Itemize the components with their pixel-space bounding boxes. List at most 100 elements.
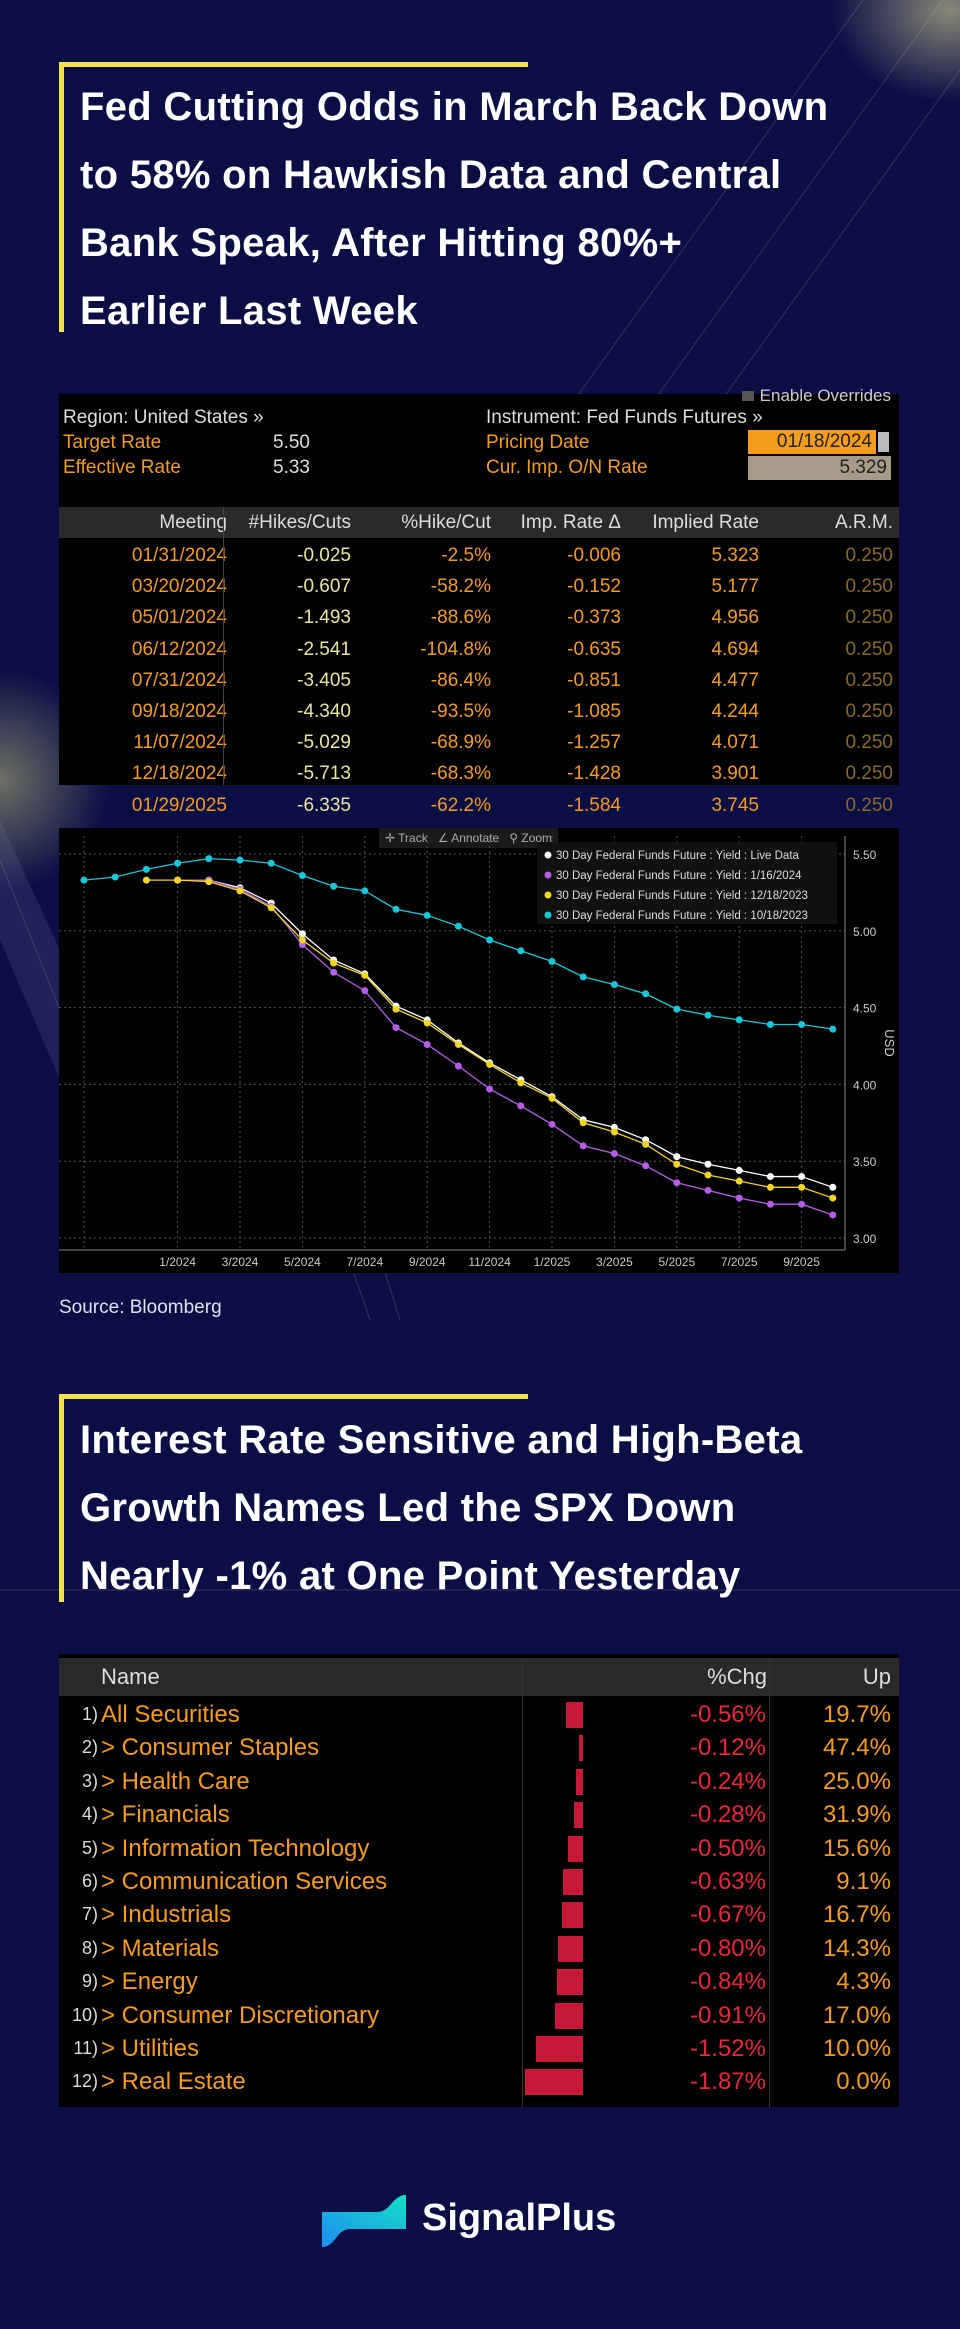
table-cell: 03/20/2024: [131, 576, 227, 598]
table-cell: -4.340: [297, 701, 351, 722]
data-point: [766, 1020, 774, 1028]
table-header: Name %Chg Up: [59, 1658, 899, 1696]
data-point: [829, 1194, 837, 1202]
data-point: [111, 873, 119, 881]
calendar-icon[interactable]: [878, 432, 889, 452]
data-point: [829, 1183, 837, 1191]
table-cell: -0.635: [567, 638, 621, 660]
column-header[interactable]: Meeting: [159, 512, 227, 533]
sector-row[interactable]: 7) > Industrials -0.67% 16.7%: [59, 1898, 899, 1931]
header-up[interactable]: Up: [862, 1664, 891, 1689]
change-bar: [579, 1735, 583, 1762]
chart-svg: 5.50 5.00 4.50 4.00 3.50 3.00 1/2024 3/2024 5/20…: [59, 836, 897, 1269]
instrument-selector[interactable]: Instrument: Fed Funds Futures »: [486, 407, 763, 428]
table-cell: -6.335: [297, 794, 351, 816]
sector-row[interactable]: 2) > Consumer Staples -0.12% 47.4%: [59, 1731, 899, 1764]
legend-marker: [544, 871, 552, 879]
x-tick-label: 9/2025: [783, 1255, 820, 1269]
data-point: [267, 859, 275, 867]
x-tick-label: 5/2024: [284, 1255, 321, 1269]
data-point: [579, 973, 587, 981]
header-name[interactable]: Name: [101, 1664, 160, 1689]
sector-row[interactable]: 1) All Securities -0.56% 19.7%: [59, 1698, 899, 1731]
sector-row[interactable]: 6) > Communication Services -0.63% 9.1%: [59, 1865, 899, 1898]
sector-row[interactable]: 11) > Utilities -1.52% 10.0%: [59, 2032, 899, 2065]
table-cell: 0.250: [845, 732, 893, 754]
table-cell: -1.257: [567, 732, 621, 754]
table-cell: 0.250: [845, 701, 893, 722]
data-point: [423, 911, 431, 919]
table-row: 06/12/2024 -2.541 -104.8% -0.635 4.694 0.250: [59, 634, 899, 665]
table-cell: -5.713: [297, 763, 351, 785]
table-cell: -68.3%: [430, 763, 491, 785]
legend: [537, 842, 837, 924]
column-header[interactable]: %Hike/Cut: [401, 512, 491, 533]
track-button[interactable]: ✛ Track: [385, 831, 428, 845]
title-line: Earlier Last Week: [80, 289, 418, 333]
column-header[interactable]: Imp. Rate Δ: [520, 512, 621, 533]
sector-name: > Utilities: [101, 2035, 200, 2062]
data-point: [517, 1102, 525, 1110]
change-bar: [535, 2036, 583, 2062]
change-value: -0.67%: [689, 1901, 766, 1929]
region-selector[interactable]: Region: United States »: [63, 407, 264, 428]
data-point: [236, 887, 244, 895]
data-point: [610, 1150, 618, 1158]
target-rate-value: 5.50: [273, 432, 310, 453]
y-tick-label: 4.00: [853, 1078, 877, 1092]
table-cell: 0.250: [845, 638, 893, 660]
data-point: [486, 1060, 494, 1068]
title-line: to 58% on Hawkish Data and Central: [80, 153, 782, 197]
source-note: Source: Bloomberg: [59, 1297, 222, 1318]
sector-row[interactable]: 3) > Health Care -0.24% 25.0%: [59, 1765, 899, 1798]
annotate-button[interactable]: ∠ Annotate: [437, 831, 500, 845]
pricing-date-input[interactable]: 01/18/2024: [748, 430, 876, 454]
legend-marker: [544, 851, 552, 859]
change-value: -1.87%: [689, 2068, 766, 2096]
data-point: [205, 878, 213, 886]
sector-row[interactable]: 9) > Energy -0.84% 4.3%: [59, 1965, 899, 1998]
legend-entry: 30 Day Federal Funds Future : Yield : Li…: [556, 850, 800, 862]
table-row: 09/18/2024 -4.340 -93.5% -1.085 4.244 0.250: [59, 696, 899, 727]
sector-name: > Health Care: [101, 1767, 250, 1795]
column-header[interactable]: A.R.M.: [834, 512, 893, 533]
sector-row[interactable]: 12) > Real Estate -1.87% 0.0%: [59, 2065, 899, 2098]
series-line: [177, 879, 834, 1188]
zoom-button[interactable]: ⚲ Zoom: [509, 831, 553, 845]
table-cell: -68.9%: [430, 732, 491, 754]
data-point: [298, 930, 306, 938]
sector-row[interactable]: 8) > Materials -0.80% 14.3%: [59, 1932, 899, 1965]
change-bar: [575, 1768, 583, 1795]
fed-funds-futures-chart: ✛ Track ∠ Annotate ⚲ Zoom 5.50 5.00 4.50 4.…: [59, 828, 899, 1273]
data-point: [392, 1005, 400, 1013]
data-point: [735, 1194, 743, 1202]
table-cell: 5.323: [711, 545, 759, 566]
title-line: Interest Rate Sensitive and High-Beta: [80, 1418, 803, 1462]
section-title-1: Fed Cutting Odds in March Back Down to 5…: [80, 73, 828, 345]
data-point: [766, 1200, 774, 1208]
table-cell: -2.5%: [441, 545, 491, 566]
table-cell: -0.006: [567, 545, 621, 566]
column-header[interactable]: Implied Rate: [652, 512, 759, 533]
table-cell: 5.177: [711, 576, 759, 598]
sector-row[interactable]: 5) > Information Technology -0.50% 15.6%: [59, 1832, 899, 1865]
enable-overrides-label: Enable Overrides: [759, 386, 891, 405]
data-point: [174, 859, 182, 867]
data-point: [392, 905, 400, 913]
table-cell: 4.956: [711, 607, 759, 629]
sector-row[interactable]: 4) > Financials -0.28% 31.9%: [59, 1798, 899, 1831]
sector-name: > Materials: [101, 1934, 220, 1962]
enable-overrides-checkbox[interactable]: Enable Overrides: [741, 386, 891, 406]
column-header[interactable]: #Hikes/Cuts: [248, 512, 351, 533]
row-number: 8): [81, 1937, 98, 1958]
data-point: [361, 987, 369, 995]
header-chg[interactable]: %Chg: [707, 1664, 767, 1689]
sector-name: > Consumer Staples: [101, 1734, 320, 1762]
sector-row[interactable]: 10) > Consumer Discretionary -0.91% 17.0%: [59, 1999, 899, 2032]
legend-entry: 30 Day Federal Funds Future : Yield : 12…: [556, 890, 808, 902]
data-point: [673, 1005, 681, 1013]
data-point: [236, 856, 244, 864]
data-point: [704, 1171, 712, 1179]
table-cell: 4.694: [711, 638, 759, 660]
up-percent: 16.7%: [822, 1901, 891, 1929]
